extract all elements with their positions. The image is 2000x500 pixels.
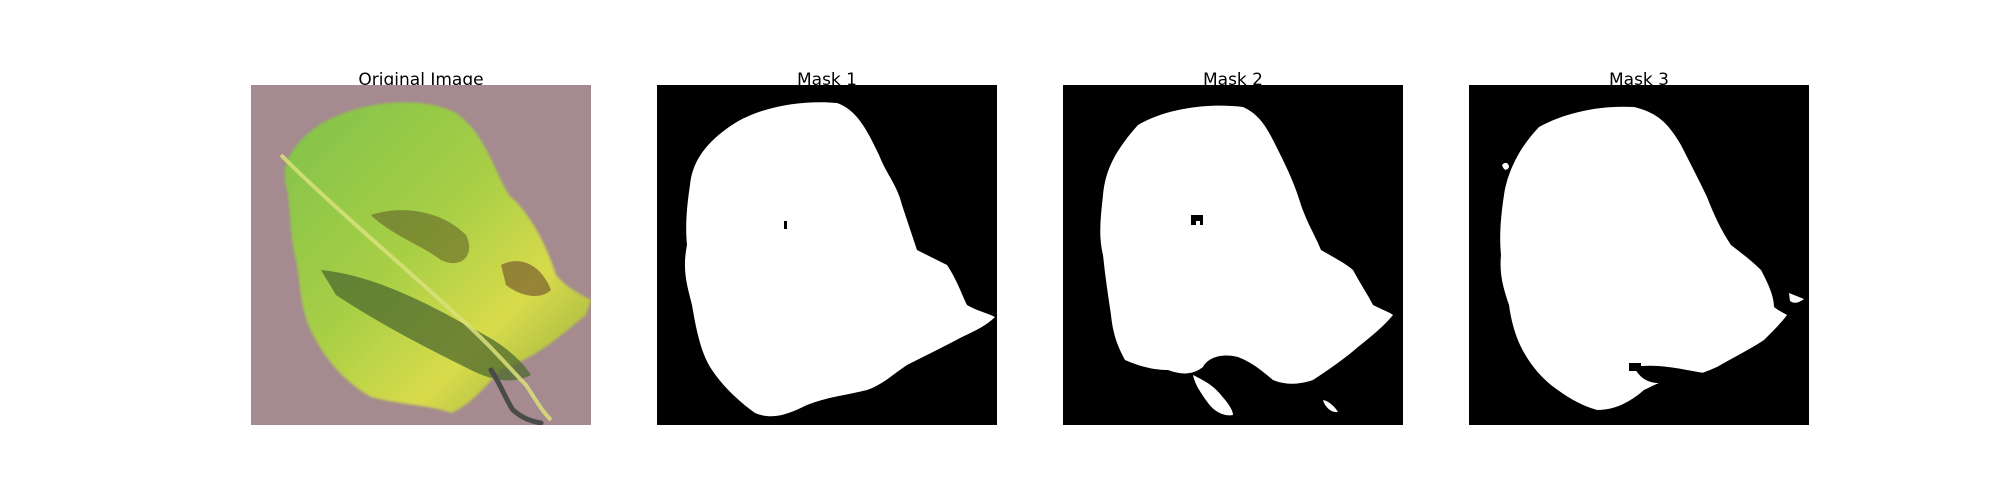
mask-3-fragment-right: [1789, 293, 1804, 303]
original-image: [251, 85, 591, 425]
mask-3-hole: [1629, 363, 1641, 371]
mask-2-hole: [1191, 215, 1203, 225]
leaf-stem: [488, 367, 544, 425]
mask-1-image: [657, 85, 997, 425]
mask-2-fragment-right: [1323, 400, 1338, 413]
mask-2-hole-speck: [1196, 221, 1200, 226]
leaf-brown-fold: [501, 261, 551, 297]
mask-3-fragment-left: [1502, 162, 1509, 170]
mask-1-svg: [657, 85, 997, 425]
mask-3-region: [1500, 106, 1787, 411]
mask-2-region: [1100, 105, 1393, 384]
mask-1-region: [684, 102, 995, 417]
leaf-dark-fold: [371, 210, 470, 264]
mask-3-image: [1469, 85, 1809, 425]
leaf-shadow-stripe: [321, 270, 531, 381]
mask-2-image: [1063, 85, 1403, 425]
mask-1-hole: [784, 221, 787, 229]
leaf-photo: [251, 85, 591, 425]
mask-2-fragment-bottom: [1193, 375, 1233, 416]
leaf-midrib: [279, 153, 553, 422]
mask-3-notch-bottom: [1634, 365, 1704, 383]
mask-3-svg: [1469, 85, 1809, 425]
mask-2-svg: [1063, 85, 1403, 425]
